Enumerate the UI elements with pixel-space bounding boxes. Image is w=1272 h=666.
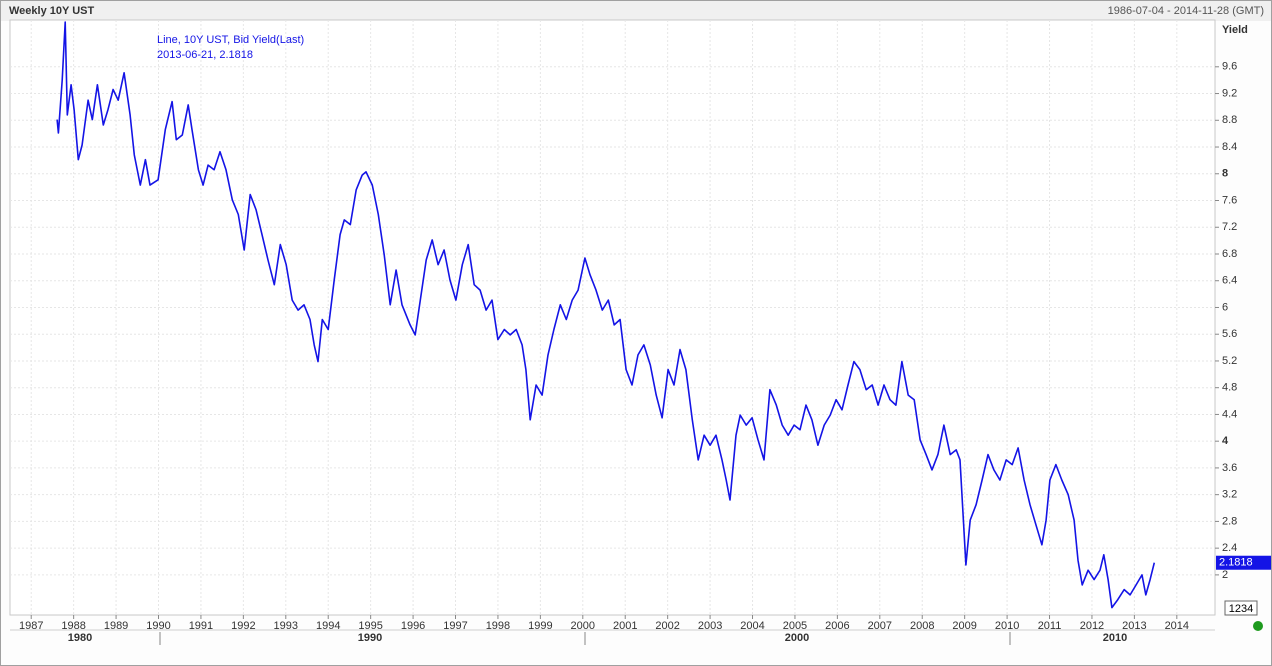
x-tick-label: 1995 [358,620,382,632]
x-tick-label: 2013 [1122,620,1146,632]
x-tick-label: 2002 [655,620,679,632]
line-series [56,21,1156,609]
corner-box [1224,600,1258,616]
y-tick-label: 8 [1222,168,1228,180]
x-tick-label: 1993 [274,620,298,632]
corner-label: 1234 [1229,603,1253,615]
header-bar [1,1,1271,21]
x-tick-label: 2000 [571,620,595,632]
x-tick-label: 1994 [316,620,340,632]
x-tick-label: 2011 [1038,620,1062,632]
y-tick-label: 6.8 [1222,248,1237,260]
x-major-label: 2010 [1103,632,1127,644]
x-tick-label: 1997 [443,620,467,632]
x-tick-label: 1990 [146,620,170,632]
x-tick-label: 2008 [910,620,934,632]
x-major-label: 1990 [358,632,382,644]
y-tick-label: 4.8 [1222,382,1237,394]
y-tick-label: 2.8 [1222,515,1237,527]
y-tick-label: 3.6 [1222,462,1237,474]
x-tick-label: 2014 [1165,620,1189,632]
y-tick-label: 9.6 [1222,61,1237,73]
grid [10,20,1215,615]
y-tick-label: 7.6 [1222,194,1237,206]
annotation-point: 2013-06-21, 2.1818 [157,49,253,61]
y-tick-label: 4.4 [1222,408,1237,420]
last-value-box [1216,555,1271,570]
x-tick-label: 2012 [1080,620,1104,632]
x-tick-label: 2004 [740,620,764,632]
y-tick-label: 9.2 [1222,87,1237,99]
y-axis-label: Yield [1222,24,1248,36]
x-tick-label: 2005 [783,620,807,632]
x-tick-label: 1991 [189,620,213,632]
x-tick-label: 1992 [231,620,255,632]
y-tick-label: 6.4 [1222,275,1237,287]
x-tick-label: 1999 [528,620,552,632]
y-tick-label: 8.8 [1222,114,1237,126]
y-tick-label: 2 [1222,569,1228,581]
y-tick-label: 5.6 [1222,328,1237,340]
last-value-label: 2.1818 [1219,557,1253,569]
y-tick-label: 8.4 [1222,141,1237,153]
x-tick-label: 1989 [104,620,128,632]
y-tick-label: 2.4 [1222,542,1237,554]
y-tick-label: 7.2 [1222,221,1237,233]
y-tick-label: 3.2 [1222,489,1237,501]
y-tick-label: 4 [1222,435,1229,447]
x-tick-label: 2007 [868,620,892,632]
x-tick-label: 2009 [952,620,976,632]
x-tick-label: 2006 [825,620,849,632]
x-tick-label: 1996 [401,620,425,632]
x-tick-label: 2010 [995,620,1019,632]
y-tick-label: 5.2 [1222,355,1237,367]
annotation-line: Line, 10Y UST, Bid Yield(Last) [157,34,304,46]
x-tick-label: 2001 [613,620,637,632]
x-tick-label: 1988 [61,620,85,632]
x-tick-label: 1998 [486,620,510,632]
y-tick-label: 6 [1222,301,1228,313]
x-tick-label: 2003 [698,620,722,632]
status-dot [1253,621,1263,631]
date-range: 1986-07-04 - 2014-11-28 (GMT) [1108,5,1264,17]
chart-title: Weekly 10Y UST [9,5,94,17]
x-major-label: 1980 [68,632,92,644]
x-tick-label: 1987 [19,620,43,632]
x-major-label: 2000 [785,632,809,644]
